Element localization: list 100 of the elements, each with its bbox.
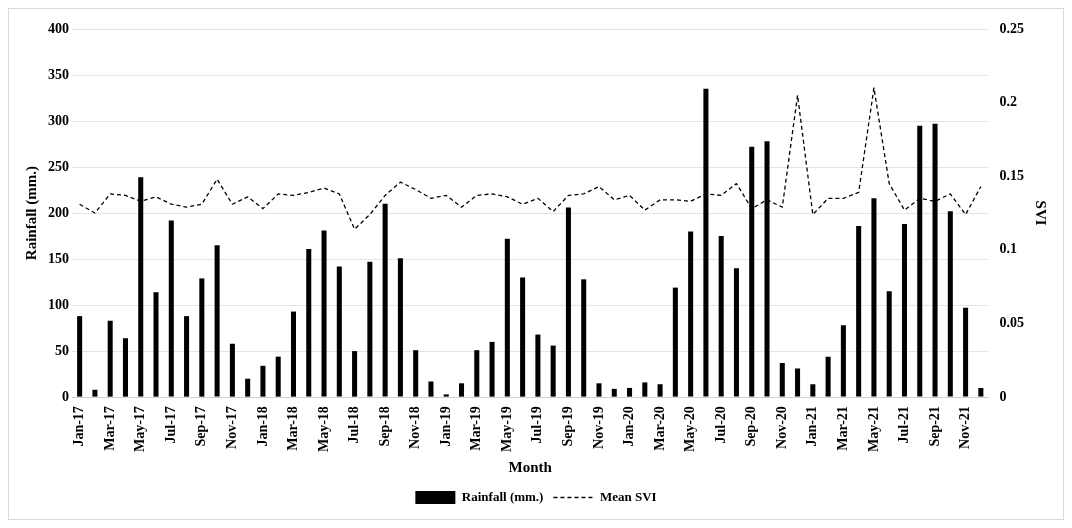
bar [688, 231, 694, 397]
bar [810, 384, 816, 397]
y-tick-label: 300 [48, 112, 69, 128]
x-tick-label: Nov-21 [957, 406, 973, 449]
bar [153, 292, 159, 397]
x-tick-label: Jul-17 [162, 406, 178, 444]
x-tick-label: Jan-18 [254, 406, 270, 447]
bar [428, 381, 434, 397]
x-tick-label: May-19 [498, 406, 514, 453]
y2-tick-label: 0.05 [999, 315, 1024, 331]
bar [336, 266, 342, 397]
bar [352, 351, 358, 397]
x-tick-label: Jul-18 [346, 406, 362, 444]
bar [718, 236, 724, 397]
bar [963, 307, 969, 397]
bar [397, 258, 403, 397]
bar [642, 382, 648, 397]
y2-tick-label: 0 [999, 388, 1007, 404]
bar [535, 334, 541, 397]
y-tick-label: 350 [48, 66, 69, 82]
bar [795, 368, 801, 397]
bar [947, 211, 953, 397]
y-tick-label: 200 [48, 204, 69, 220]
bar [565, 207, 571, 397]
bar [260, 365, 266, 397]
x-tick-label: Sep-20 [743, 406, 759, 447]
x-tick-label: Mar-20 [651, 406, 667, 451]
bar [229, 343, 235, 397]
bar [657, 384, 663, 397]
y-tick-label: 50 [55, 342, 69, 358]
bar [275, 356, 281, 397]
bar [107, 320, 113, 397]
x-tick-label: Nov-18 [407, 406, 423, 449]
x-tick-label: Mar-17 [101, 406, 117, 451]
x-tick-label: Jul-19 [529, 406, 545, 444]
bar [443, 394, 449, 397]
bar [581, 279, 587, 397]
bar [184, 316, 190, 397]
x-axis-title: Month [508, 458, 553, 475]
bar [550, 345, 556, 397]
x-tick-label: Sep-21 [926, 406, 942, 447]
x-tick-label: Nov-17 [224, 406, 239, 449]
bar [840, 325, 846, 397]
bar [627, 387, 633, 397]
x-tick-label: May-17 [132, 406, 148, 453]
x-tick-label: Sep-19 [560, 406, 576, 447]
bar [413, 350, 419, 397]
x-tick-label: Mar-21 [835, 406, 850, 451]
y-axis-title: Rainfall (mm.) [22, 165, 40, 261]
y2-axis-title: SVI [1033, 200, 1050, 226]
bar [77, 316, 83, 397]
y-tick-label: 150 [48, 250, 69, 266]
x-tick-label: Nov-20 [773, 406, 789, 449]
x-tick-label: Jan-21 [804, 406, 820, 447]
x-tick-label: Nov-19 [590, 406, 606, 449]
x-tick-label: May-21 [865, 406, 881, 453]
y-tick-label: 400 [48, 20, 69, 36]
bar [321, 230, 327, 397]
bar [245, 378, 251, 397]
bar [978, 387, 984, 397]
legend-label: Mean SVI [599, 488, 657, 504]
x-tick-label: Mar-18 [285, 406, 301, 451]
bar [290, 311, 297, 397]
x-tick-label: Jul-20 [712, 406, 728, 444]
x-tick-label: Sep-17 [193, 406, 209, 447]
x-tick-label: Sep-18 [376, 406, 392, 447]
bar [520, 277, 526, 397]
y-tick-label: 0 [62, 388, 69, 404]
bar [901, 224, 908, 397]
bar [382, 203, 388, 397]
bar [367, 261, 373, 397]
bar [199, 278, 205, 397]
x-tick-label: Mar-19 [468, 406, 484, 451]
x-tick-label: May-18 [315, 406, 331, 453]
y-tick-label: 100 [48, 296, 69, 312]
x-tick-label: Jan-17 [71, 406, 87, 447]
x-tick-label: Jan-20 [621, 406, 637, 447]
y-tick-label: 250 [48, 158, 69, 174]
bar [92, 389, 98, 397]
bar [672, 287, 678, 397]
bar [611, 388, 617, 397]
y2-tick-label: 0.25 [999, 20, 1024, 36]
bar [779, 363, 785, 397]
bar [214, 245, 220, 397]
bar [122, 338, 128, 397]
bar [489, 341, 495, 397]
bar [596, 383, 602, 397]
bar [871, 198, 877, 397]
y2-tick-label: 0.1 [999, 241, 1017, 257]
bar [458, 383, 465, 397]
x-tick-label: May-20 [682, 406, 698, 453]
bar [733, 268, 739, 397]
bar [474, 350, 480, 397]
x-tick-label: Jan-19 [437, 406, 453, 447]
x-tick-label: Jul-21 [896, 406, 912, 444]
y2-tick-label: 0.2 [999, 94, 1017, 110]
legend-label: Rainfall (mm.) [461, 488, 544, 504]
bar [504, 238, 510, 397]
bar [168, 220, 174, 397]
bar [886, 291, 892, 397]
